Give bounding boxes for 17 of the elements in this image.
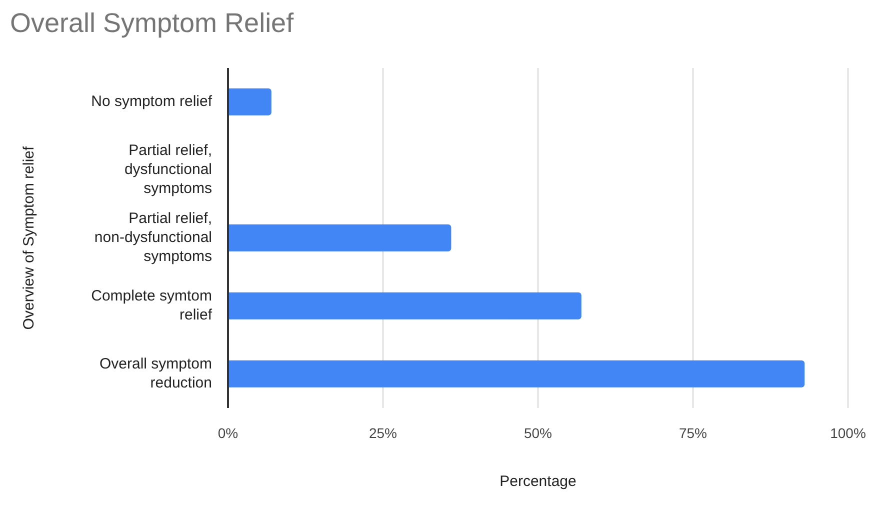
y-tick-label: No symptom relief (91, 92, 213, 110)
bar (228, 360, 805, 388)
y-tick-label: Overall symptom reduction (99, 355, 212, 392)
bar (228, 88, 272, 116)
y-tick-label: Partial relief, non-dysfunctional symptoms (94, 210, 212, 265)
x-axis-title: Percentage (500, 473, 576, 490)
bar (228, 224, 452, 252)
x-tick-label: 100% (830, 424, 866, 441)
x-tick-label: 75% (678, 424, 708, 441)
x-tick-label: 25% (368, 424, 398, 441)
y-tick-label: Complete symtom relief (91, 287, 213, 324)
x-tick-label: 0% (218, 424, 238, 441)
bar (228, 292, 582, 320)
y-axis-title: Overview of Symptom relief (20, 145, 38, 330)
y-tick-label: Partial relief, dysfunctional symptoms (124, 142, 212, 197)
chart-title: Overall Symptom Relief (9, 8, 295, 40)
x-tick-label: 50% (524, 424, 552, 441)
